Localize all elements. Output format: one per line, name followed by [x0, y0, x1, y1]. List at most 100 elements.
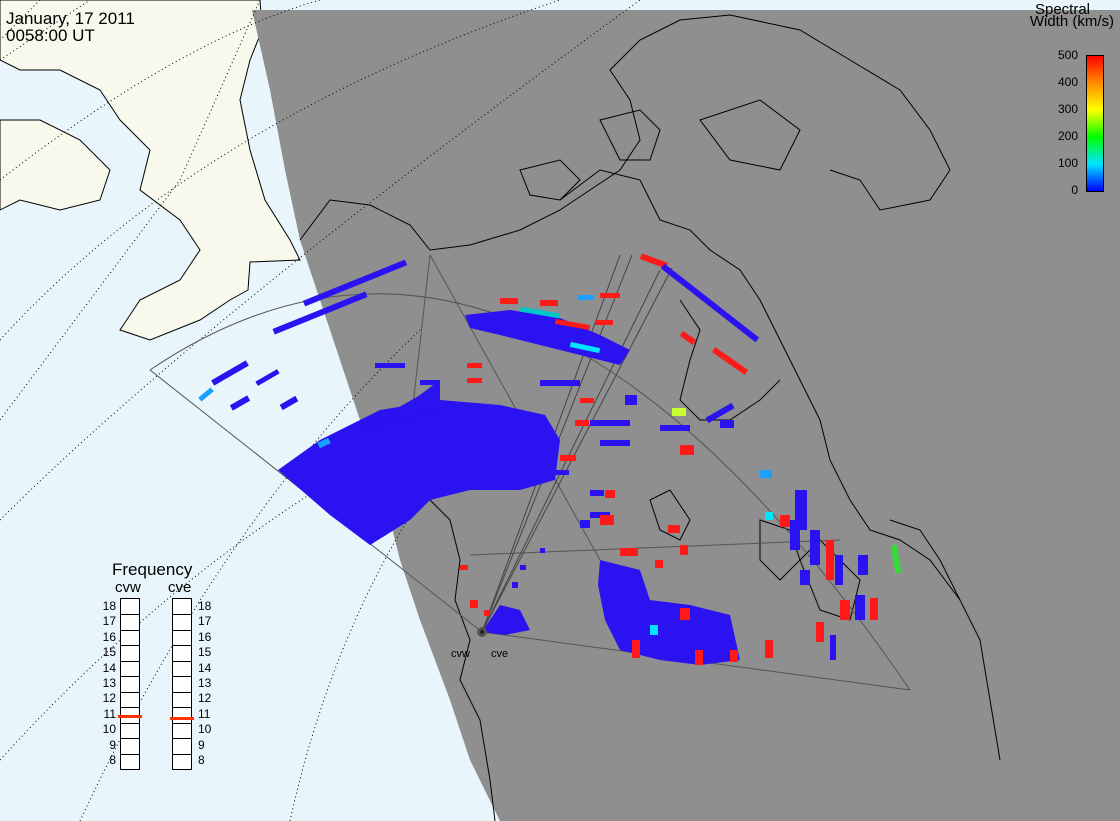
frequency-radar-label: cvw: [115, 579, 141, 596]
frequency-scale-cve: [170, 598, 194, 770]
echo-cell: [620, 548, 638, 556]
site-marker-cve: [480, 630, 484, 634]
echo-cell: [554, 318, 591, 331]
echo-cell: [705, 402, 735, 424]
echo-cell: [540, 380, 580, 386]
echo-cell: [575, 420, 589, 426]
echo-cell: [765, 640, 773, 658]
echo-cell: [695, 650, 703, 665]
echo-cell: [598, 560, 740, 665]
echo-cell: [590, 490, 604, 496]
frequency-grid-line: [121, 614, 139, 616]
echo-cell: [625, 395, 637, 405]
echo-cell: [500, 298, 518, 304]
echo-cell: [279, 395, 299, 411]
echo-cell: [720, 420, 734, 428]
frequency-grid-line: [121, 738, 139, 740]
echo-cell: [560, 455, 576, 461]
frequency-tick-label: 15: [198, 645, 212, 660]
echo-cell: [420, 380, 440, 385]
land-day-coast: [0, 119, 111, 211]
frequency-tick-label: 16: [102, 629, 116, 644]
frequency-grid-line: [121, 691, 139, 693]
colorbar-title-line2: Width (km/s): [1029, 13, 1114, 30]
echo-cell: [711, 347, 749, 375]
echo-cell: [810, 530, 820, 565]
echo-cell: [655, 560, 663, 568]
frequency-grid-line: [121, 707, 139, 709]
frequency-grid-line: [121, 629, 139, 631]
echo-cell: [605, 490, 615, 498]
echo-cell: [465, 310, 630, 365]
frequency-tick-label: 12: [198, 691, 212, 706]
echo-cell: [840, 600, 850, 620]
echo-cell: [590, 420, 630, 426]
colorbar-tick-label: 200: [1057, 129, 1078, 143]
echo-cell: [672, 408, 686, 416]
echo-cell: [790, 520, 800, 550]
echo-cell: [317, 437, 331, 449]
plot-date: January, 17 2011: [6, 9, 135, 28]
echo-cell: [375, 363, 405, 368]
frequency-title: Frequency: [112, 560, 193, 579]
echo-cell: [680, 608, 690, 620]
frequency-grid-line: [121, 722, 139, 724]
frequency-scale-cvw: [118, 598, 142, 770]
colorbar-tick-label: 300: [1057, 102, 1078, 116]
frequency-grid-line: [173, 738, 191, 740]
frequency-tick-label: 9: [109, 737, 116, 752]
frequency-grid-line: [121, 645, 139, 647]
echo-cell: [555, 470, 569, 475]
frequency-tick-label: 16: [198, 629, 212, 644]
site-label-cvw: cvw: [451, 648, 470, 660]
echo-cell: [765, 512, 773, 520]
frequency-grid-line: [173, 691, 191, 693]
frequency-tick-label: 8: [109, 753, 116, 768]
echo-cell: [835, 555, 843, 585]
frequency-grid-line: [121, 753, 139, 755]
frequency-grid-line: [173, 660, 191, 662]
colorbar-tick-label: 400: [1057, 75, 1078, 89]
echo-cell: [870, 598, 878, 620]
frequency-tick-label: 18: [102, 598, 116, 613]
echo-cell: [578, 295, 594, 300]
echo-cell: [855, 595, 865, 620]
echo-cell: [680, 545, 688, 555]
plot-time: 0058:00 UT: [6, 26, 95, 45]
frequency-tick-label: 11: [103, 706, 116, 721]
frequency-tick-label: 15: [102, 645, 116, 660]
echo-cell: [198, 387, 214, 402]
frequency-grid-line: [173, 629, 191, 631]
echo-cell: [830, 635, 836, 660]
echo-cell: [211, 360, 249, 386]
echo-cell: [540, 548, 545, 553]
echo-cell: [540, 300, 558, 306]
echo-cell: [470, 600, 478, 608]
echo-cell: [800, 570, 810, 585]
site-label-cve: cve: [491, 648, 509, 660]
colorbar-tick-label: 0: [1071, 183, 1078, 197]
frequency-grid-line: [173, 707, 191, 709]
frequency-tick-label: 18: [198, 598, 212, 613]
frequency-tick-label: 11: [198, 706, 211, 721]
echo-cell: [467, 378, 482, 383]
frequency-grid-line: [173, 676, 191, 678]
echo-cell: [460, 565, 468, 570]
coastlines: [299, 14, 1001, 821]
echo-cell: [278, 400, 560, 545]
echo-cell: [360, 380, 440, 430]
echo-cell: [600, 293, 620, 298]
echo-cell: [760, 470, 772, 478]
echo-cell: [858, 555, 868, 575]
echo-cell: [229, 395, 251, 411]
frequency-tick-label: 14: [102, 660, 116, 675]
echo-cell: [569, 341, 601, 354]
echo-layer: [198, 253, 902, 665]
echo-cell: [302, 259, 408, 307]
echo-cell: [467, 363, 482, 368]
frequency-tick-label: 8: [198, 753, 205, 768]
echo-cell: [730, 650, 738, 662]
echo-cell: [650, 625, 658, 635]
